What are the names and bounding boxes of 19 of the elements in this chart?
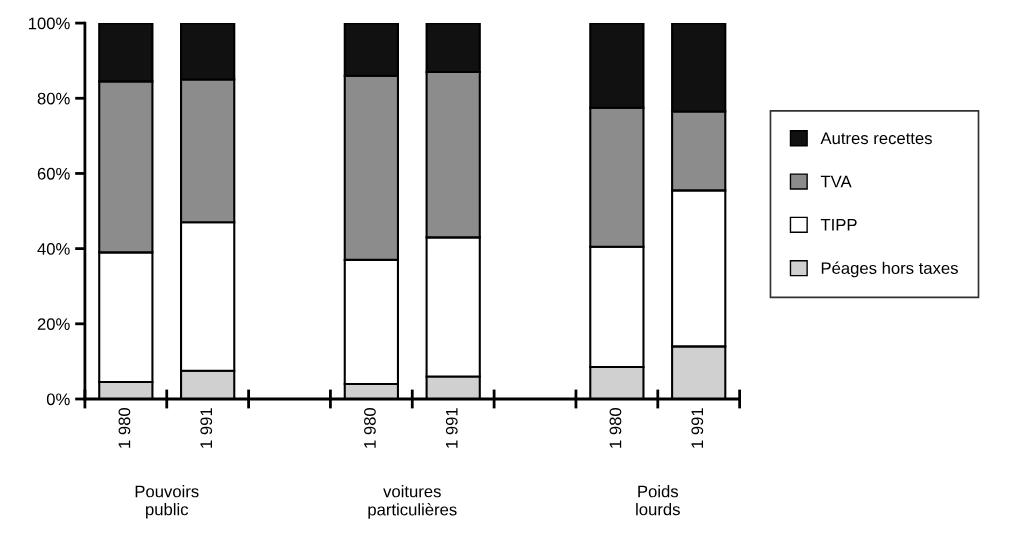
y-tick-label: 100% — [28, 17, 70, 30]
y-tick-label: 20% — [37, 318, 70, 331]
legend-label: TVA — [820, 175, 852, 188]
text: voitures particulières — [368, 485, 457, 519]
legend-label: Péages hors taxes — [821, 261, 958, 278]
text: Pouvoirs public — [135, 485, 199, 519]
x-tick-label: 1 991 — [200, 408, 213, 448]
x-tick-label: 1 980 — [609, 407, 622, 448]
legend-label: TIPP — [820, 219, 857, 231]
legend-label: Autres recettes — [820, 132, 932, 145]
x-tick-label: 1 991 — [691, 408, 704, 448]
y-tick-label: 40% — [37, 243, 70, 255]
y-tick-label: 60% — [37, 167, 70, 180]
x-tick-label: 1 980 — [364, 407, 376, 448]
x-tick-label: 1 980 — [118, 407, 131, 448]
text: Poids lourds — [636, 485, 680, 516]
y-tick-label: 0% — [46, 393, 70, 406]
y-tick-label: 80% — [37, 92, 70, 105]
x-tick-label: 1 991 — [445, 408, 458, 448]
